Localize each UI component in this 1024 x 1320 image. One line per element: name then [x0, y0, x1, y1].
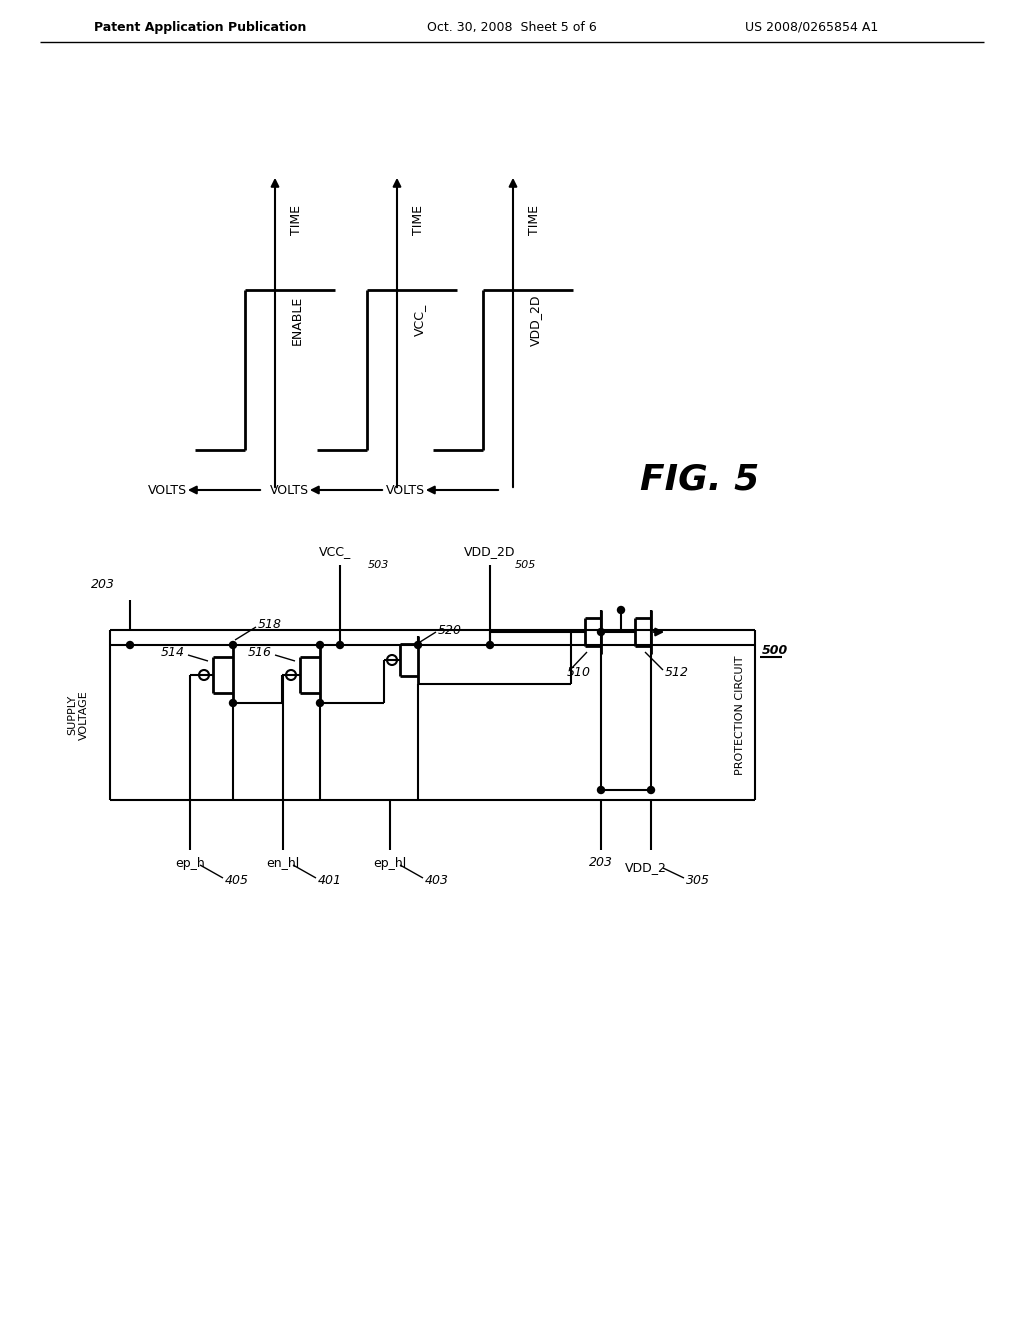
Circle shape — [316, 700, 324, 706]
Text: VDD_2: VDD_2 — [625, 862, 667, 874]
Text: VOLTS: VOLTS — [385, 483, 425, 496]
Circle shape — [597, 628, 604, 635]
Text: 520: 520 — [438, 623, 462, 636]
Circle shape — [229, 642, 237, 648]
Text: VDD_2D: VDD_2D — [464, 545, 516, 558]
Circle shape — [229, 700, 237, 706]
Text: ep_h: ep_h — [175, 857, 205, 870]
Text: TIME: TIME — [413, 205, 426, 235]
Text: 203: 203 — [589, 857, 613, 870]
Text: 305: 305 — [686, 874, 710, 887]
Text: ep_hl: ep_hl — [374, 857, 407, 870]
Text: VOLTS: VOLTS — [269, 483, 308, 496]
Text: FIG. 5: FIG. 5 — [640, 463, 760, 498]
Circle shape — [597, 787, 604, 793]
Text: VOLTS: VOLTS — [147, 483, 186, 496]
Text: 405: 405 — [225, 874, 249, 887]
Text: 516: 516 — [248, 647, 272, 660]
Text: 500: 500 — [762, 644, 788, 656]
Circle shape — [486, 642, 494, 648]
Text: Oct. 30, 2008  Sheet 5 of 6: Oct. 30, 2008 Sheet 5 of 6 — [427, 21, 597, 33]
Circle shape — [617, 606, 625, 614]
Text: TIME: TIME — [528, 205, 542, 235]
Text: Patent Application Publication: Patent Application Publication — [94, 21, 306, 33]
Text: ENABLE: ENABLE — [291, 296, 303, 345]
Text: TIME: TIME — [291, 205, 303, 235]
Text: VCC_: VCC_ — [413, 304, 426, 337]
Text: 203: 203 — [91, 578, 115, 591]
Text: PROTECTION CIRCUIT: PROTECTION CIRCUIT — [735, 655, 745, 775]
Text: en_hl: en_hl — [266, 857, 300, 870]
Text: 518: 518 — [258, 619, 282, 631]
Text: 403: 403 — [425, 874, 449, 887]
Text: VCC_: VCC_ — [318, 545, 351, 558]
Text: 514: 514 — [161, 647, 185, 660]
Circle shape — [415, 642, 422, 648]
Text: 401: 401 — [318, 874, 342, 887]
Circle shape — [647, 787, 654, 793]
Text: 510: 510 — [567, 665, 591, 678]
Circle shape — [337, 642, 343, 648]
Text: VDD_2D: VDD_2D — [528, 294, 542, 346]
Text: 512: 512 — [665, 665, 689, 678]
Text: US 2008/0265854 A1: US 2008/0265854 A1 — [745, 21, 879, 33]
Text: 503: 503 — [368, 560, 389, 570]
Circle shape — [316, 642, 324, 648]
Circle shape — [127, 642, 133, 648]
Text: 505: 505 — [515, 560, 537, 570]
Text: SUPPLY
VOLTAGE: SUPPLY VOLTAGE — [68, 690, 89, 741]
